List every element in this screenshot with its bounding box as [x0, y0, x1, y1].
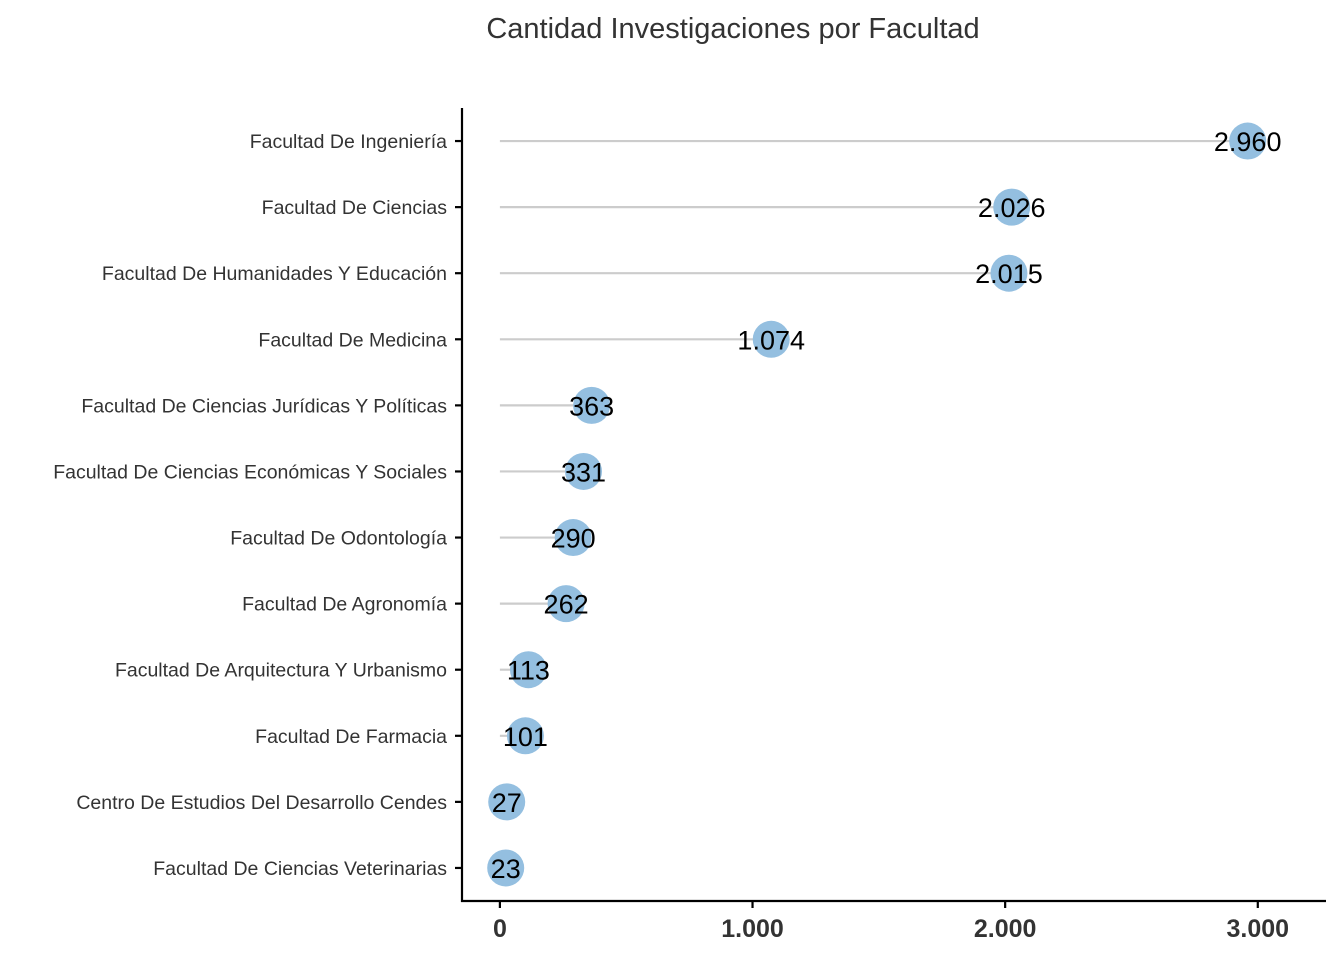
y-tick-label: Facultad De Arquitectura Y Urbanismo [115, 660, 447, 682]
y-tick-label: Facultad De Agronomía [242, 594, 447, 616]
data-label: 2.026 [978, 193, 1046, 223]
data-point [990, 254, 1028, 292]
y-tick-label: Facultad De Ingeniería [250, 131, 447, 153]
data-point [509, 651, 547, 689]
x-tick-label: 1.000 [721, 915, 784, 943]
x-tick-label: 0 [493, 915, 507, 943]
data-label: 290 [551, 524, 596, 554]
data-point [554, 519, 592, 557]
data-label: 363 [569, 391, 614, 421]
x-tick-label: 2.000 [974, 915, 1037, 943]
data-point [752, 320, 790, 358]
data-label: 23 [491, 854, 521, 884]
y-tick-label: Centro De Estudios Del Desarrollo Cendes [76, 792, 447, 814]
points [487, 122, 1267, 887]
data-label: 2.960 [1214, 127, 1282, 157]
y-tick-label: Facultad De Medicina [258, 329, 447, 351]
y-tick-label: Facultad De Ciencias Jurídicas Y Polític… [81, 395, 447, 417]
data-point [573, 386, 611, 424]
data-point [1229, 122, 1267, 160]
y-tick-label: Facultad De Ciencias [262, 197, 448, 219]
data-point [506, 717, 544, 755]
data-point [993, 188, 1031, 226]
data-label: 2.015 [975, 259, 1043, 289]
stems [499, 139, 1248, 870]
y-tick-label: Facultad De Ciencias Veterinarias [153, 858, 447, 880]
y-axis: Facultad De Ingeniería Facultad De Cienci… [53, 108, 464, 902]
data-point [565, 452, 603, 490]
data-point [487, 849, 525, 887]
data-label: 101 [503, 722, 548, 752]
data-label: 113 [507, 656, 550, 686]
chart-title: Cantidad Investigaciones por Facultad [486, 13, 979, 45]
data-label: 1.074 [737, 325, 805, 355]
y-tick-label: Facultad De Farmacia [255, 726, 447, 748]
data-label: 262 [544, 590, 589, 620]
y-tick-label: Facultad De Odontología [230, 528, 447, 550]
data-point [488, 783, 526, 821]
value-labels: 2.960 2.026 2.015 1.074 363 331 290 262 113 101 27… [491, 127, 1282, 884]
x-axis: 0 1.000 2.000 3.000 [461, 899, 1326, 943]
x-tick-label: 3.000 [1227, 915, 1290, 943]
y-tick-label: Facultad De Humanidades Y Educación [102, 263, 447, 285]
data-label: 27 [492, 788, 522, 818]
data-point [547, 585, 585, 623]
data-label: 331 [561, 457, 606, 487]
y-tick-label: Facultad De Ciencias Económicas Y Social… [53, 461, 447, 483]
